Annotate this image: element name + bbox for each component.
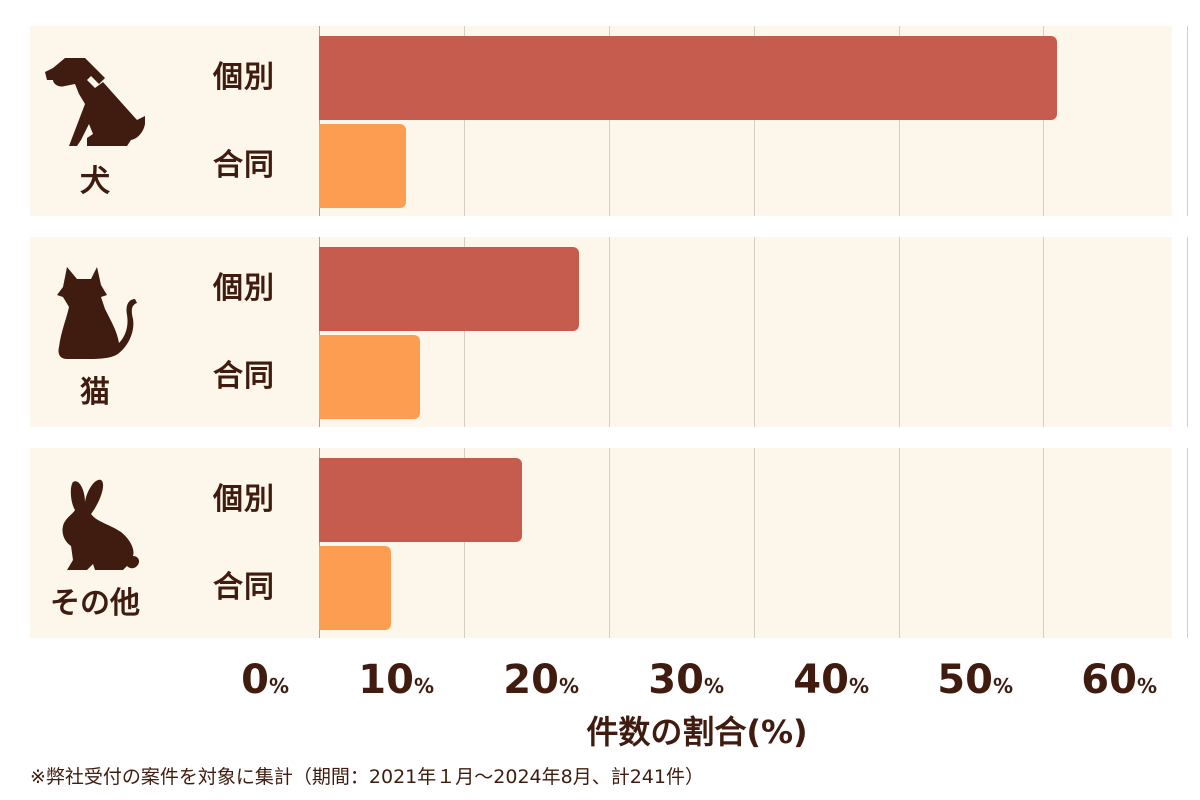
plot-area: [319, 448, 1200, 638]
group-label: その他: [50, 586, 140, 621]
group-label: 犬: [80, 164, 110, 199]
x-tick-0: 0%: [241, 657, 289, 703]
bar-other-kobetsu: [319, 458, 522, 542]
group-panel-other: その他 個別 合同: [30, 448, 1188, 638]
group-label: 猫: [80, 375, 110, 410]
plot-area: [319, 237, 1200, 427]
x-axis-title: 件数の割合(%): [586, 713, 808, 751]
group-panel-dog: 犬 個別 合同: [30, 26, 1188, 216]
dog-icon: [45, 58, 145, 146]
bar-cat-godo: [319, 335, 421, 419]
cat-icon: [57, 267, 137, 359]
x-tick-20: 20%: [503, 657, 579, 703]
bar-dog-godo: [319, 124, 406, 208]
plot-area: [319, 26, 1200, 216]
bar-label-kobetsu: 個別: [213, 482, 275, 517]
footnote: ※弊社受付の案件を対象に集計（期間：2021年１月〜2024年8月、計241件）: [30, 766, 704, 788]
bar-label-godo: 合同: [213, 570, 275, 605]
bar-dog-kobetsu: [319, 36, 1057, 120]
bar-label-kobetsu: 個別: [213, 60, 275, 95]
x-tick-30: 30%: [648, 657, 724, 703]
bar-label-godo: 合同: [213, 359, 275, 394]
rabbit-icon: [62, 479, 140, 570]
x-tick-50: 50%: [937, 657, 1013, 703]
bar-cat-kobetsu: [319, 247, 580, 331]
bar-other-godo: [319, 546, 392, 630]
group-panel-cat: 猫 個別 合同: [30, 237, 1188, 427]
x-tick-60: 60%: [1081, 657, 1157, 703]
x-tick-40: 40%: [793, 657, 869, 703]
bar-label-godo: 合同: [213, 148, 275, 183]
x-tick-10: 10%: [358, 657, 434, 703]
bar-label-kobetsu: 個別: [213, 271, 275, 306]
